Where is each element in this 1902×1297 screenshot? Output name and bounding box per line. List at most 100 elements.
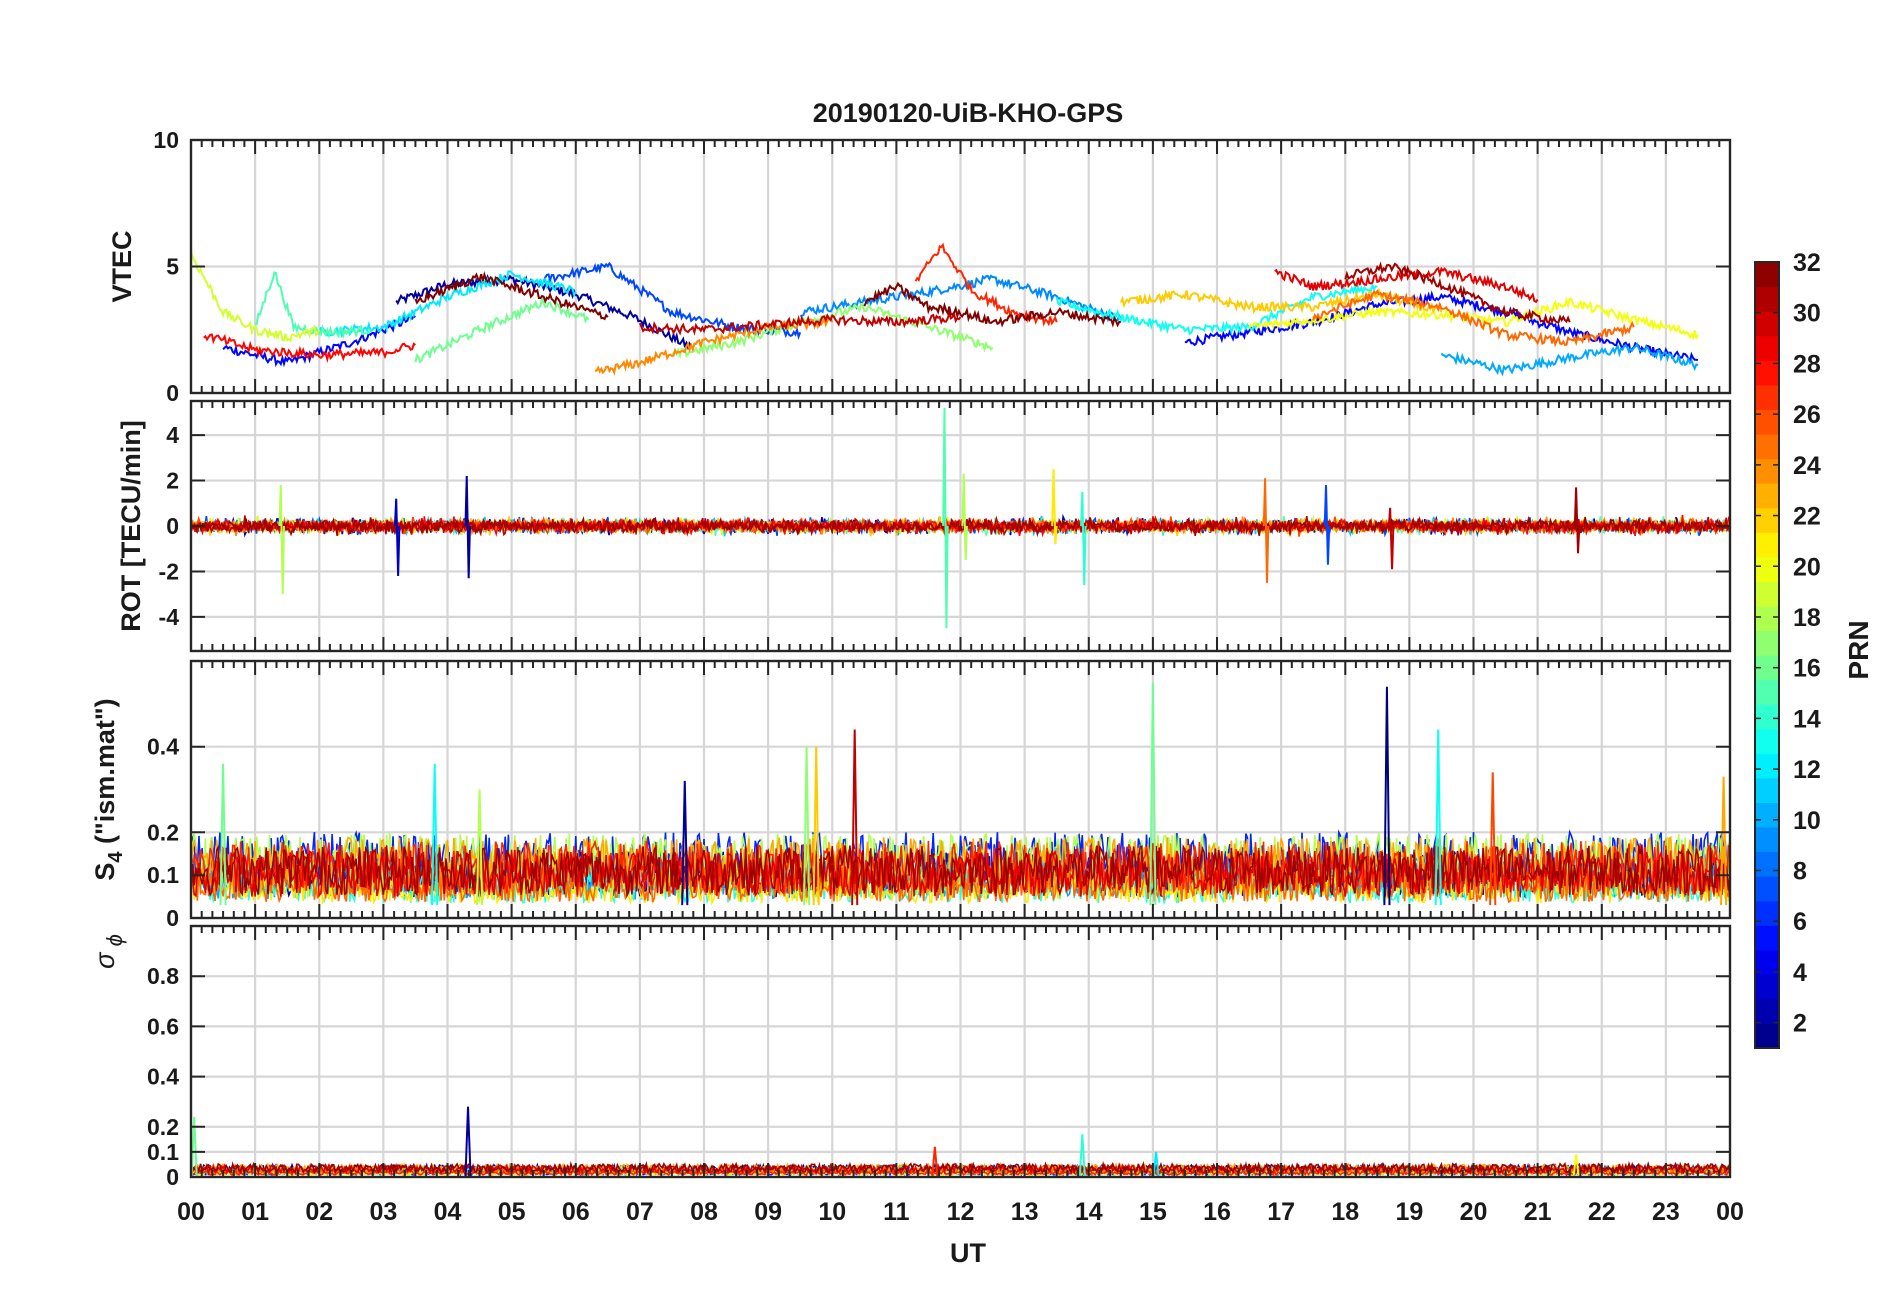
colorbar-segment <box>1755 728 1779 754</box>
x-tick-label: 14 <box>1075 1198 1103 1226</box>
sigma_phi-spike-3 <box>1078 1134 1086 1177</box>
y-tick-label-rot: -4 <box>159 604 180 630</box>
s4-spike-10 <box>1489 772 1497 906</box>
colorbar-segment <box>1755 458 1779 484</box>
y-tick-label-rot: 2 <box>166 468 179 494</box>
rot-spike-8 <box>1323 485 1331 565</box>
y-tick-label-s4: 0.1 <box>147 862 179 888</box>
colorbar-segment <box>1755 384 1779 410</box>
colorbar-tick-label: 10 <box>1793 807 1821 835</box>
y-tick-label-sigma_phi: 0.4 <box>147 1064 179 1090</box>
s4-spike-0 <box>219 763 227 906</box>
y-tick-label-s4: 0.2 <box>147 819 179 845</box>
x-ticks-sigma_phi <box>190 926 1731 1178</box>
rot-spike-7 <box>1262 478 1270 583</box>
colorbar-tick-label: 24 <box>1793 452 1821 480</box>
x-tick-label: 19 <box>1395 1198 1423 1226</box>
vtec-series-prn5 <box>222 313 416 368</box>
vtec-series-prn28 <box>203 333 416 363</box>
x-tick-label: 09 <box>754 1198 782 1226</box>
y-axis-label-vtec: VTEC <box>107 230 137 302</box>
vtec-series-prn20 <box>1248 296 1699 341</box>
colorbar-tick-label: 6 <box>1793 908 1807 936</box>
x-tick-label: 03 <box>369 1198 397 1226</box>
s4-spike-9 <box>1434 729 1442 906</box>
x-tick-label: 06 <box>562 1198 590 1226</box>
vtec-series-prn31 <box>1344 261 1571 325</box>
s4-spike-7 <box>1149 682 1157 906</box>
colorbar-tick-label: 32 <box>1793 249 1821 277</box>
rot-spike-5 <box>1051 469 1058 545</box>
y-tick-label-vtec: 10 <box>153 127 179 153</box>
colorbar-segment <box>1755 826 1779 853</box>
s4-series-prn25 <box>191 863 1730 904</box>
y-tick-label-vtec: 5 <box>166 254 179 280</box>
panel-vtec: 0 5 10 VTEC <box>107 127 1732 406</box>
y-tick-label-s4: 0.4 <box>147 734 179 760</box>
figure-title: 20190120-UiB-KHO-GPS <box>813 98 1124 128</box>
colorbar-tick-label: 4 <box>1793 959 1807 987</box>
y-tick-label-sigma_phi: 0 <box>166 1164 179 1190</box>
vtec-series-prn25 <box>1312 289 1635 348</box>
s4-spike-6 <box>681 780 689 906</box>
s4-spike-8 <box>1383 686 1391 906</box>
rot-series-prn31 <box>191 515 1730 538</box>
x-tick-label: 15 <box>1139 1198 1167 1226</box>
x-tick-label: 21 <box>1524 1198 1552 1226</box>
s4-spike-2 <box>475 789 484 906</box>
x-tick-label: 00 <box>177 1198 205 1226</box>
rot-spike-3 <box>942 407 949 629</box>
colorbar-segment <box>1755 851 1779 877</box>
colorbar-tick-label: 12 <box>1793 756 1821 784</box>
y-axis-label-s4: S4 ("ism.mat") <box>90 698 127 880</box>
rot-spike-6 <box>1080 491 1087 586</box>
rot-spike-0 <box>393 498 401 577</box>
colorbar-segment <box>1755 262 1779 288</box>
series-rot <box>191 407 1730 629</box>
x-tick-label: 01 <box>241 1198 269 1226</box>
rot-spike-10 <box>1573 487 1581 554</box>
y-axis-label-sigma_phi: σ ϕ <box>90 934 127 969</box>
colorbar-segment <box>1755 1023 1779 1049</box>
colorbar-segment <box>1755 802 1779 828</box>
x-tick-label: 04 <box>434 1198 462 1226</box>
colorbar-segment <box>1755 876 1779 902</box>
x-tick-label: 08 <box>690 1198 718 1226</box>
x-tick-label: 05 <box>498 1198 526 1226</box>
y-tick-label-rot: 0 <box>166 513 179 539</box>
colorbar-segment <box>1755 360 1779 386</box>
colorbar-segment <box>1755 949 1779 975</box>
vtec-series-prn5 <box>1184 290 1699 365</box>
colorbar-segment <box>1755 433 1779 460</box>
y-tick-label-s4: 0 <box>166 905 179 931</box>
colorbar-segment <box>1755 777 1779 803</box>
series-s4 <box>191 682 1730 906</box>
x-tick-label: 02 <box>305 1198 333 1226</box>
x-tick-label: 16 <box>1203 1198 1231 1226</box>
colorbar-tick-label: 26 <box>1793 401 1821 429</box>
vtec-series-prn10 <box>1440 342 1699 377</box>
x-ticks-vtec <box>190 139 1731 394</box>
colorbar-tick-label: 28 <box>1793 350 1821 378</box>
vtec-series-prn32 <box>414 270 609 321</box>
s4-spike-11 <box>1720 776 1728 906</box>
panel-rot: -4 -2 0 2 4 ROT [TECU/min] <box>116 399 1732 653</box>
y-axis-label-rot: ROT [TECU/min] <box>116 420 146 631</box>
colorbar-segment <box>1755 704 1779 730</box>
sigma_phi-spike-2 <box>931 1146 939 1177</box>
vtec-series-prn32 <box>863 281 1121 328</box>
rot-spike-1 <box>464 475 471 579</box>
rot-spike-4 <box>961 473 968 561</box>
vtec-series-prn19 <box>191 251 321 343</box>
vtec-series-prn30 <box>638 310 962 336</box>
x-tick-label: 18 <box>1331 1198 1359 1226</box>
s4-spike-4 <box>851 729 859 906</box>
x-ticks-s4 <box>190 661 1731 919</box>
colorbar-tick-label: 2 <box>1793 1010 1807 1038</box>
colorbar-tick-label: 16 <box>1793 655 1821 683</box>
y-tick-label-sigma_phi: 0.1 <box>147 1139 179 1165</box>
x-tick-label: 07 <box>626 1198 654 1226</box>
